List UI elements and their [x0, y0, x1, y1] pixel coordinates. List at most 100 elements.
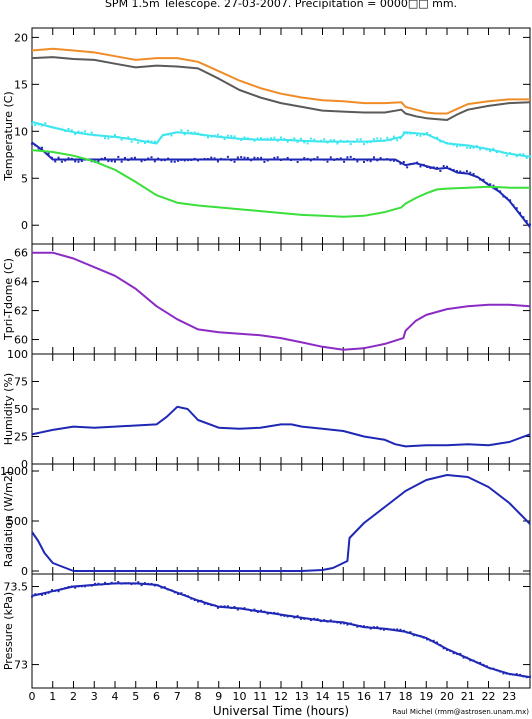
temperature-data-point: [475, 175, 478, 178]
temperature-data-point: [280, 136, 282, 139]
temperature-data-point: [529, 223, 531, 226]
temperature-data-point: [432, 136, 435, 139]
temperature-data-point: [273, 136, 276, 139]
x-tick-label: 12: [274, 690, 288, 703]
temperature-data-point: [369, 160, 372, 163]
humidity-panel: 0 25 50 75 100 Humidity (%): [2, 348, 531, 471]
temperature-data-point: [226, 134, 229, 137]
pressure-data-point: [515, 673, 518, 676]
temperature-data-point: [406, 132, 409, 135]
temperature-data-point: [349, 143, 352, 146]
temperature-data-point: [50, 125, 53, 128]
temperature-data-point: [40, 146, 43, 149]
temperature-data-point: [80, 131, 83, 134]
pressure-data-point: [429, 639, 432, 642]
y-tick-label: 73.5: [4, 580, 29, 593]
pressure-data-point: [376, 626, 379, 629]
temperature-data-point: [432, 166, 435, 169]
temperature-data-point: [356, 138, 359, 141]
y-tick-label: 0: [21, 458, 28, 471]
temperature-data-point: [286, 140, 289, 143]
temperature-data-point: [127, 136, 130, 139]
pressure-data-point: [512, 673, 515, 676]
temperature-data-point: [80, 159, 83, 162]
temperature-data-point: [170, 134, 173, 137]
pressure-data-point: [80, 585, 83, 588]
temperature-data-point: [326, 160, 329, 163]
temperature-data-point: [469, 171, 472, 174]
temperature-data-point: [509, 199, 512, 202]
y-tick-label: 5: [21, 172, 28, 185]
pressure-data-point: [409, 631, 412, 634]
temperature-data-point: [246, 137, 249, 140]
x-tick-label: 20: [440, 690, 454, 703]
radiation-series-blue-line: [31, 474, 531, 572]
temperature-data-point: [263, 138, 266, 141]
temperature-data-point: [512, 204, 515, 207]
temperature-data-point: [499, 190, 502, 193]
temperature-data-point: [260, 137, 263, 140]
temperature-data-point: [70, 129, 73, 132]
pressure-data-point: [250, 609, 253, 612]
temperature-data-point: [446, 165, 448, 168]
pressure-data-point: [465, 656, 468, 659]
temperature-data-point: [200, 158, 203, 161]
temperature-data-point: [94, 134, 97, 137]
temperature-series-green-line: [31, 149, 530, 218]
pressure-data-point: [197, 600, 199, 603]
temperature-data-point: [64, 159, 67, 162]
pressure-data-point: [482, 663, 485, 666]
temperature-data-point: [167, 157, 170, 160]
pressure-data-point: [157, 584, 160, 587]
temperature-data-point: [409, 132, 412, 135]
temperature-data-point: [87, 133, 90, 136]
temperature-data-point: [110, 160, 113, 163]
temperature-data-point: [200, 134, 203, 137]
temperature-data-point: [183, 159, 186, 162]
x-tick-label: 15: [336, 690, 350, 703]
pressure-data-point: [190, 597, 193, 600]
temperature-data-point: [157, 140, 160, 143]
temperature-data-point: [505, 196, 508, 199]
temperature-data-point: [187, 129, 190, 132]
temperature-data-point: [197, 159, 199, 162]
temperature-data-point: [250, 138, 253, 141]
temperature-data-point: [97, 134, 100, 137]
pressure-data-point: [256, 610, 259, 613]
pressure-data-point: [442, 647, 445, 650]
temperature-data-point: [31, 123, 33, 126]
pressure-data-point: [47, 591, 50, 594]
radiation-frame: [31, 463, 531, 575]
pressure-data-point: [492, 667, 495, 670]
pressure-data-point: [505, 672, 508, 675]
pressure-data-point: [392, 628, 395, 631]
x-tick-label: 22: [482, 690, 496, 703]
pressure-data-point: [379, 628, 382, 631]
temperature-data-point: [313, 138, 316, 141]
temperature-data-point: [442, 165, 445, 168]
temperature-data-point: [346, 139, 349, 142]
temperature-data-point: [402, 160, 405, 163]
temperature-data-point: [114, 133, 116, 136]
pressure-data-point: [70, 585, 73, 588]
pressure-data-point: [170, 589, 173, 592]
temperature-data-point: [253, 139, 256, 142]
pressure-data-point: [469, 659, 472, 662]
temperature-data-point: [529, 155, 531, 158]
temperature-data-point: [479, 178, 482, 181]
temperature-data-point: [143, 141, 146, 144]
x-tick-label: 10: [233, 690, 247, 703]
pressure-data-point: [127, 582, 130, 585]
tpri-tdome-y-axis-label: Tpri-Tdome (C): [2, 258, 15, 341]
temperature-data-point: [429, 134, 432, 137]
temperature-data-point: [57, 127, 60, 130]
temperature-data-point: [167, 133, 170, 136]
temperature-data-point: [399, 162, 402, 165]
temperature-data-point: [107, 137, 110, 140]
pressure-data-point: [293, 616, 296, 619]
temperature-data-point: [77, 130, 80, 133]
pressure-data-point: [382, 628, 385, 631]
temperature-data-point: [97, 160, 100, 163]
temperature-data-point: [492, 184, 495, 187]
